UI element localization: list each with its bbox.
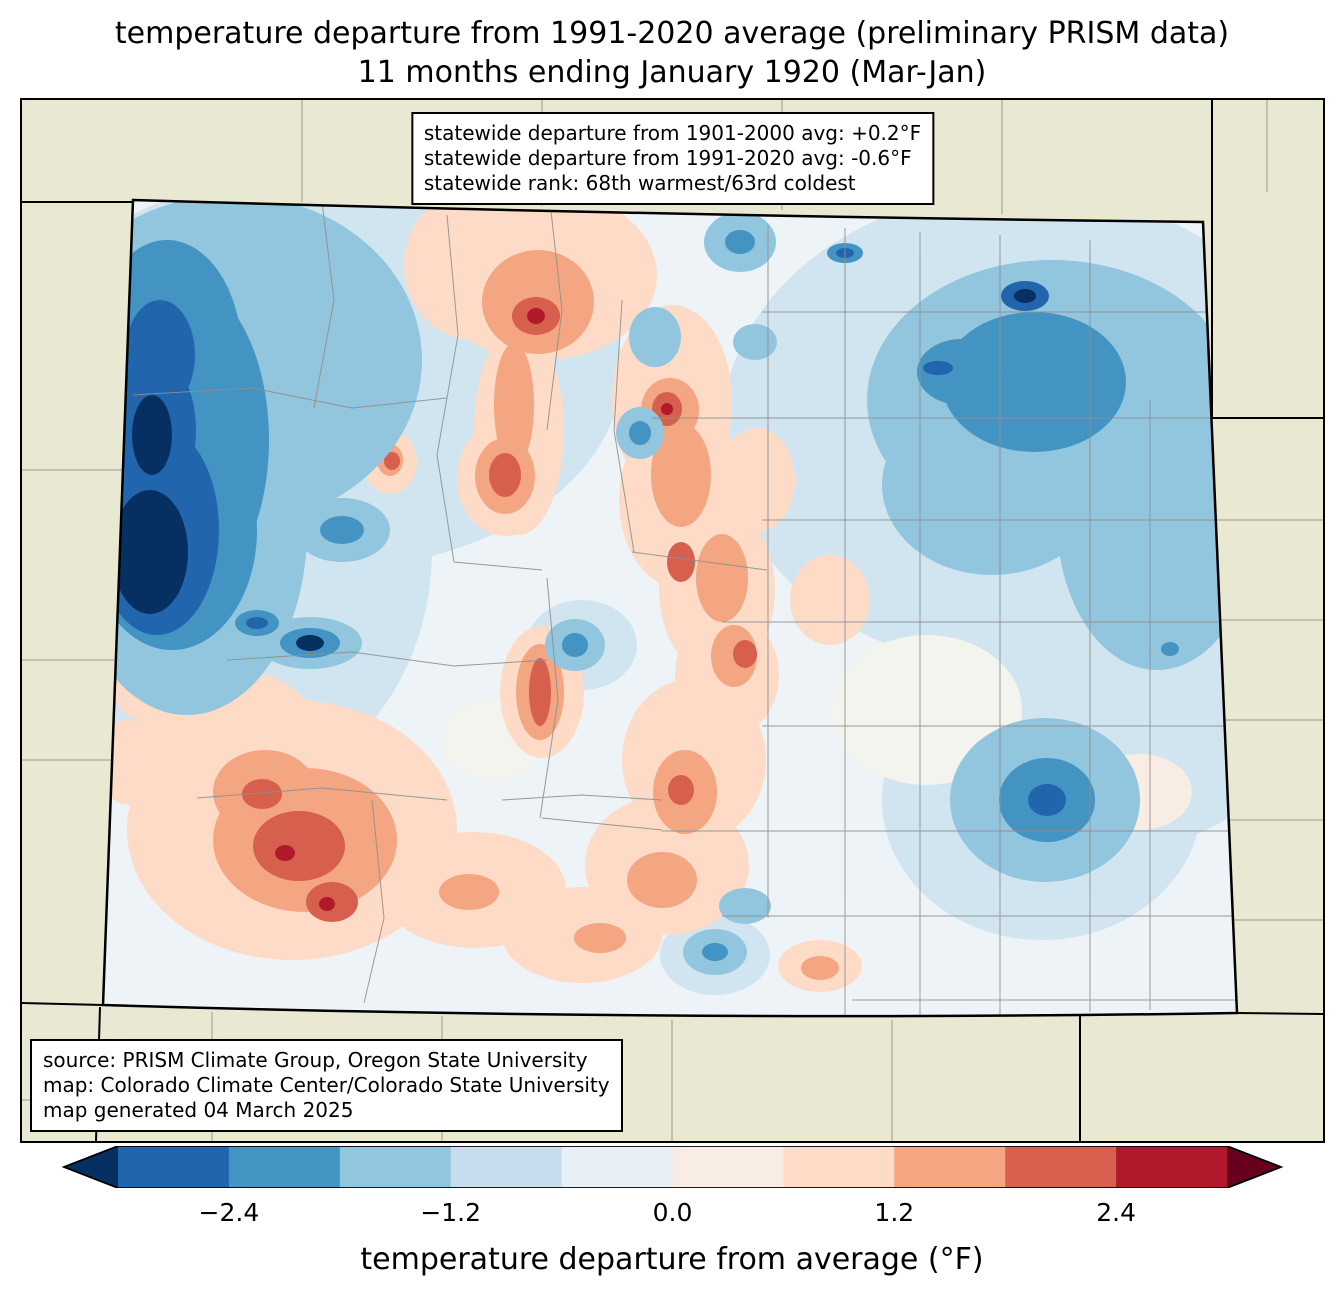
title-line-2: 11 months ending January 1920 (Mar-Jan)	[357, 55, 987, 90]
text-line: statewide departure from 1991-2020 avg: …	[423, 146, 912, 170]
colorbar-segment	[672, 1146, 784, 1188]
neighbor-state-lines	[22, 100, 1323, 1141]
text-line: statewide rank: 68th warmest/63rd coldes…	[423, 171, 856, 195]
figure-title: temperature departure from 1991-2020 ave…	[0, 14, 1344, 92]
colorbar-segment	[339, 1146, 452, 1188]
colorbar-segment	[561, 1146, 674, 1188]
text-line: map: Colorado Climate Center/Colorado St…	[43, 1073, 610, 1097]
title-line-1: temperature departure from 1991-2020 ave…	[114, 16, 1230, 51]
colorbar-segment	[118, 1146, 230, 1188]
colorbar-segment	[894, 1146, 1006, 1188]
temperature-field	[103, 200, 1237, 1017]
colorbar-right-arrow	[1227, 1146, 1281, 1188]
state-border	[101, 198, 1239, 1018]
colorbar: −2.4 −1.2 0.0 1.2 2.4 temperature departure …	[0, 1145, 1344, 1277]
colorbar-segment	[783, 1146, 895, 1188]
colorbar-tick-label: −1.2	[420, 1198, 482, 1227]
colorbar-segment	[1005, 1146, 1117, 1188]
stats-box: statewide departure from 1901-2000 avg: …	[410, 112, 935, 205]
source-box: source: PRISM Climate Group, Oregon Stat…	[30, 1039, 623, 1132]
map-area: statewide departure from 1901-2000 avg: …	[20, 98, 1325, 1143]
colorbar-segment	[228, 1146, 341, 1188]
colorbar-left-arrow	[64, 1146, 118, 1188]
colorbar-tick-label: 2.4	[1096, 1198, 1136, 1227]
colorbar-tick-label: −2.4	[198, 1198, 260, 1227]
text-line: source: PRISM Climate Group, Oregon Stat…	[43, 1048, 588, 1072]
colorbar-label: temperature departure from average (°F)	[360, 1242, 984, 1277]
colorbar-tick-label: 0.0	[652, 1198, 693, 1227]
colorbar-bar	[61, 1145, 1284, 1189]
text-line: map generated 04 March 2025	[43, 1098, 354, 1122]
text-line: statewide departure from 1901-2000 avg: …	[423, 121, 922, 145]
colorbar-ticks: −2.4 −1.2 0.0 1.2 2.4	[0, 1192, 1344, 1228]
colorbar-segments	[118, 1146, 1228, 1188]
colorbar-segment	[450, 1146, 563, 1188]
colorbar-tick-label: 1.2	[874, 1198, 915, 1227]
colorbar-segment	[1116, 1146, 1228, 1188]
county-lines	[132, 201, 1236, 1015]
colorado-map	[22, 100, 1323, 1141]
